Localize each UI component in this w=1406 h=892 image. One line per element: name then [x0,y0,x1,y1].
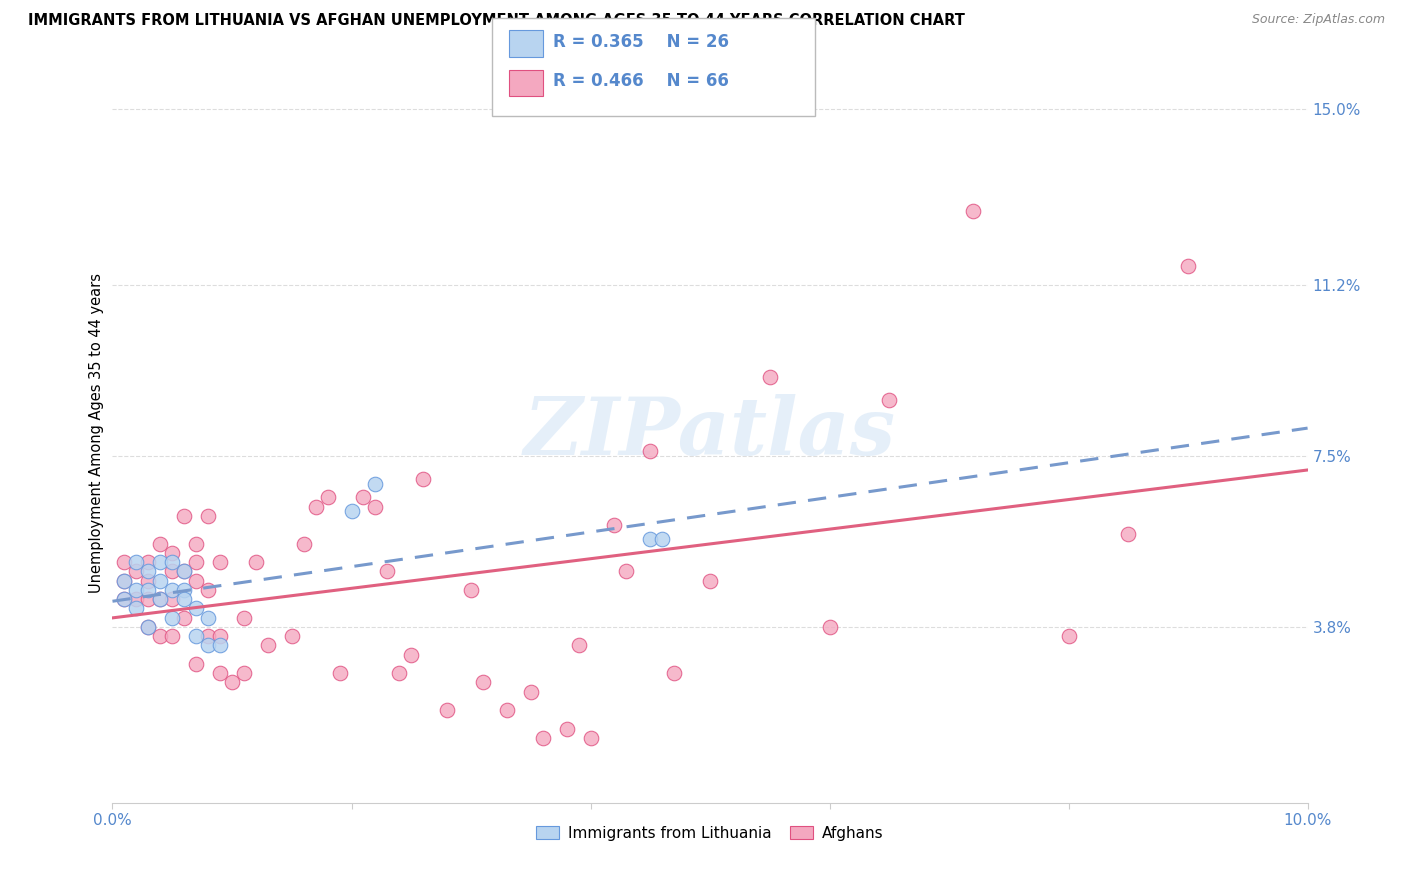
Point [531,731,554,745]
Point [138,620,160,634]
Point [699,574,721,588]
Point [233,610,256,624]
Point [329,666,352,681]
Point [1118,527,1140,541]
Point [138,574,160,588]
Point [149,629,172,643]
Point [436,703,458,717]
Point [603,518,626,533]
Point [197,508,219,523]
Point [125,565,148,579]
Point [197,639,219,653]
Point [186,536,208,550]
Point [138,555,160,569]
Point [401,648,423,662]
Point [162,582,183,597]
Point [412,472,434,486]
Point [245,555,267,569]
Point [149,555,172,569]
Point [138,592,160,607]
Point [316,491,339,505]
Point [138,582,160,597]
Point [364,500,387,514]
Point [759,370,782,384]
Point [257,639,280,653]
Point [138,565,160,579]
Point [353,491,375,505]
Point [305,500,328,514]
Point [197,610,219,624]
Point [173,582,195,597]
Point [173,565,195,579]
Point [149,592,172,607]
Point [162,610,183,624]
Point [1177,259,1199,273]
Point [496,703,519,717]
Point [162,565,183,579]
Point [162,629,183,643]
Point [114,574,135,588]
Text: IMMIGRANTS FROM LITHUANIA VS AFGHAN UNEMPLOYMENT AMONG AGES 35 TO 44 YEARS CORRE: IMMIGRANTS FROM LITHUANIA VS AFGHAN UNEM… [28,13,965,29]
Point [520,685,543,699]
Point [568,639,591,653]
Legend: Immigrants from Lithuania, Afghans: Immigrants from Lithuania, Afghans [530,820,890,847]
Point [114,592,135,607]
Point [281,629,304,643]
Point [640,532,662,546]
Point [555,722,578,736]
Point [173,592,195,607]
Point [186,574,208,588]
Point [125,601,148,615]
Point [879,393,901,408]
Point [114,574,135,588]
Y-axis label: Unemployment Among Ages 35 to 44 years: Unemployment Among Ages 35 to 44 years [89,273,104,592]
Point [651,532,673,546]
Point [364,476,387,491]
Point [197,629,219,643]
Point [149,574,172,588]
Point [125,555,148,569]
Point [186,555,208,569]
Point [818,620,841,634]
Point [640,444,662,458]
Text: Source: ZipAtlas.com: Source: ZipAtlas.com [1251,13,1385,27]
Point [186,629,208,643]
Point [197,582,219,597]
Point [340,504,363,518]
Point [664,666,686,681]
Point [472,675,495,690]
Point [460,582,482,597]
Point [162,546,183,560]
Point [149,592,172,607]
Point [186,657,208,671]
Point [186,601,208,615]
Point [209,555,232,569]
Point [616,565,638,579]
Point [233,666,256,681]
Point [292,536,315,550]
Point [173,565,195,579]
Point [125,582,148,597]
Point [962,203,984,218]
Point [162,555,183,569]
Point [1057,629,1080,643]
Point [173,508,195,523]
Text: R = 0.466    N = 66: R = 0.466 N = 66 [553,72,728,90]
Point [209,666,232,681]
Point [579,731,602,745]
Point [209,629,232,643]
Point [388,666,411,681]
Point [377,565,399,579]
Point [114,592,135,607]
Point [162,592,183,607]
Point [125,592,148,607]
Point [221,675,243,690]
Point [114,555,135,569]
Point [138,620,160,634]
Point [209,639,232,653]
Text: ZIPatlas: ZIPatlas [524,394,896,471]
Point [149,536,172,550]
Text: R = 0.365    N = 26: R = 0.365 N = 26 [553,33,728,51]
Point [173,610,195,624]
